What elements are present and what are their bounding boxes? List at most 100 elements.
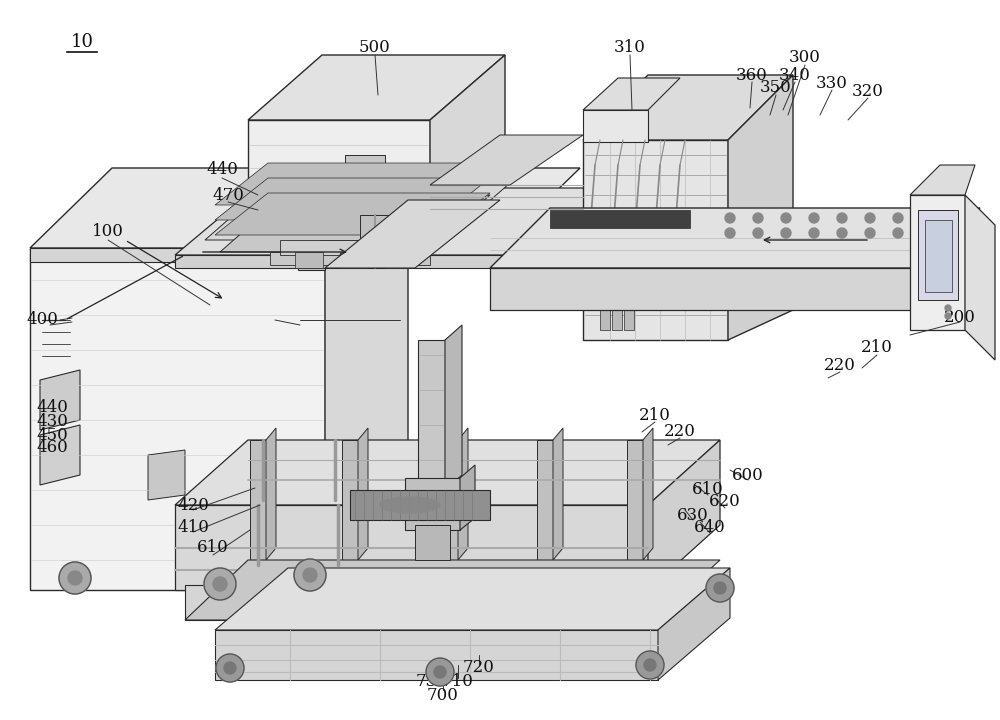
Polygon shape (583, 75, 793, 140)
Polygon shape (40, 425, 80, 485)
Polygon shape (380, 497, 440, 513)
Polygon shape (295, 252, 323, 268)
Text: 320: 320 (852, 84, 884, 101)
Text: 210: 210 (861, 340, 893, 356)
Text: 360: 360 (736, 66, 768, 84)
Circle shape (204, 568, 236, 600)
Text: 440: 440 (206, 161, 238, 179)
Polygon shape (658, 568, 730, 680)
Polygon shape (415, 525, 450, 560)
Circle shape (725, 213, 735, 223)
Polygon shape (350, 490, 490, 520)
Text: 610: 610 (692, 482, 724, 498)
Circle shape (753, 228, 763, 238)
Text: 410: 410 (177, 518, 209, 536)
Circle shape (303, 568, 317, 582)
Text: 600: 600 (732, 467, 764, 484)
Polygon shape (600, 300, 610, 330)
Circle shape (216, 654, 244, 682)
Circle shape (893, 213, 903, 223)
Text: 210: 210 (639, 407, 671, 423)
Text: 500: 500 (359, 38, 391, 55)
Polygon shape (298, 230, 325, 270)
Circle shape (945, 313, 951, 319)
Polygon shape (918, 210, 958, 300)
Text: 220: 220 (664, 423, 696, 441)
Circle shape (945, 305, 951, 311)
Polygon shape (342, 440, 358, 560)
Polygon shape (630, 240, 655, 295)
Text: 340: 340 (779, 66, 811, 84)
Polygon shape (648, 440, 720, 590)
Polygon shape (325, 170, 408, 590)
Text: 460: 460 (36, 439, 68, 456)
Text: 430: 430 (36, 413, 68, 431)
Circle shape (213, 577, 227, 591)
Polygon shape (385, 252, 413, 268)
Polygon shape (643, 428, 653, 560)
Polygon shape (925, 220, 952, 292)
Circle shape (865, 213, 875, 223)
Polygon shape (215, 193, 490, 235)
Text: 400: 400 (26, 312, 58, 328)
Circle shape (725, 228, 735, 238)
Text: 720: 720 (463, 660, 495, 677)
Polygon shape (418, 340, 445, 490)
Polygon shape (248, 55, 505, 120)
Polygon shape (360, 215, 415, 255)
Circle shape (781, 228, 791, 238)
Text: 450: 450 (36, 426, 68, 444)
Text: 700: 700 (427, 686, 459, 703)
Text: 310: 310 (614, 38, 646, 55)
Polygon shape (340, 252, 368, 268)
Polygon shape (280, 240, 415, 255)
Polygon shape (175, 440, 720, 505)
Polygon shape (345, 155, 385, 205)
Polygon shape (430, 135, 583, 185)
Text: 420: 420 (177, 497, 209, 513)
Polygon shape (442, 440, 458, 560)
Polygon shape (30, 168, 580, 248)
Polygon shape (608, 220, 635, 280)
Polygon shape (220, 195, 490, 252)
Polygon shape (270, 252, 430, 265)
Polygon shape (30, 248, 498, 262)
Polygon shape (445, 325, 462, 490)
Polygon shape (583, 78, 680, 110)
Polygon shape (358, 428, 368, 560)
Text: 330: 330 (816, 74, 848, 91)
Polygon shape (458, 428, 468, 560)
Polygon shape (553, 428, 563, 560)
Text: 220: 220 (824, 356, 856, 374)
Circle shape (706, 574, 734, 602)
Polygon shape (405, 478, 460, 530)
Polygon shape (215, 178, 490, 220)
Polygon shape (537, 440, 553, 560)
Polygon shape (550, 210, 690, 228)
Text: 730: 730 (416, 673, 448, 690)
Polygon shape (205, 183, 510, 240)
Text: 470: 470 (212, 186, 244, 204)
Polygon shape (627, 440, 643, 560)
Polygon shape (298, 215, 342, 230)
Polygon shape (215, 568, 730, 630)
Polygon shape (215, 630, 658, 680)
Polygon shape (910, 165, 975, 195)
Polygon shape (910, 195, 965, 330)
Polygon shape (185, 560, 720, 620)
Circle shape (426, 658, 454, 686)
Polygon shape (30, 170, 408, 250)
Circle shape (781, 213, 791, 223)
Polygon shape (728, 75, 793, 340)
Polygon shape (148, 450, 185, 500)
Polygon shape (325, 200, 500, 268)
Circle shape (636, 651, 664, 679)
Polygon shape (490, 268, 920, 310)
Polygon shape (266, 428, 276, 560)
Circle shape (68, 571, 82, 585)
Circle shape (644, 659, 656, 671)
Text: 620: 620 (709, 493, 741, 510)
Circle shape (809, 228, 819, 238)
Circle shape (837, 213, 847, 223)
Text: 610: 610 (197, 539, 229, 557)
